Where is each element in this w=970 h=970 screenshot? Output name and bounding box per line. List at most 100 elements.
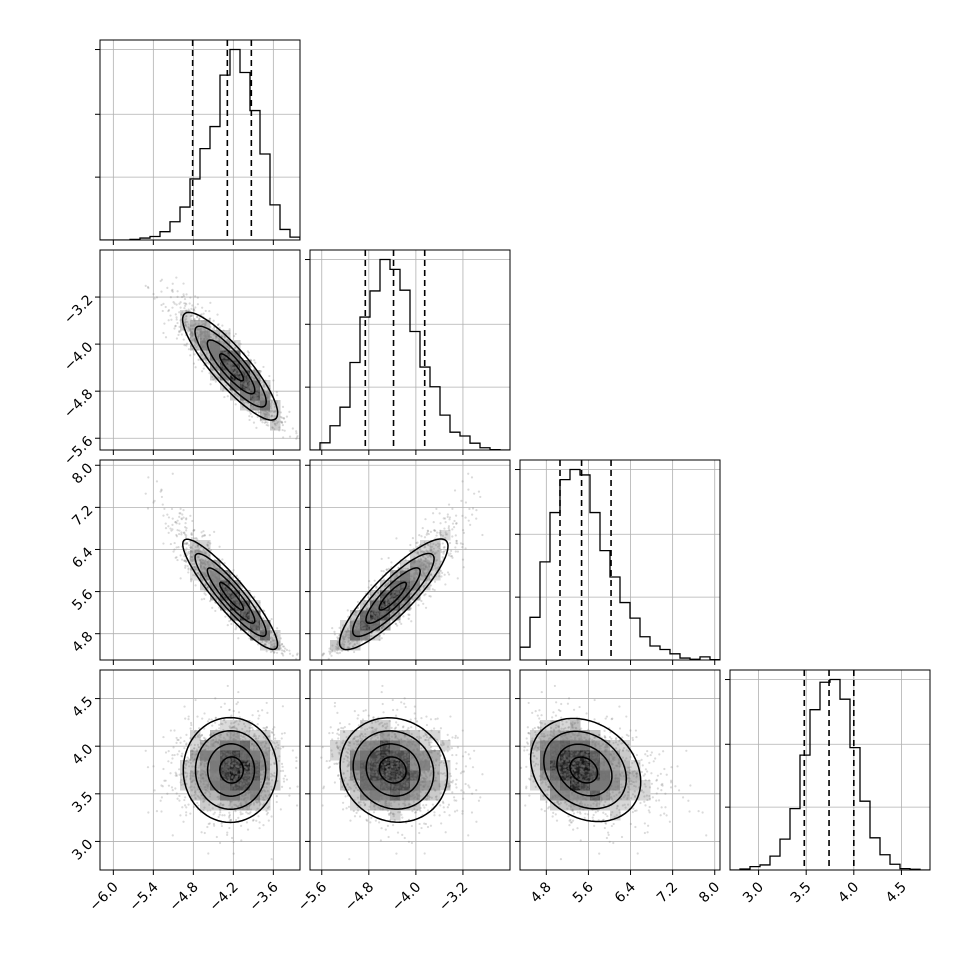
scatter-point [228, 365, 231, 369]
scatter-point [237, 380, 240, 383]
scatter-point [228, 355, 231, 358]
scatter-point [202, 337, 206, 341]
scatter-point [354, 629, 357, 632]
scatter-point [210, 348, 213, 351]
scatter-point [355, 628, 358, 631]
scatter-point [244, 609, 247, 612]
scatter-point [421, 527, 424, 530]
scatter-point [255, 387, 258, 390]
scatter-point [401, 586, 404, 589]
scatter-point [246, 378, 249, 381]
scatter-point [237, 350, 240, 353]
scatter-point [198, 562, 201, 566]
scatter-point [369, 612, 373, 616]
scatter-point [232, 569, 235, 572]
scatter-point [361, 629, 364, 632]
scatter-point [428, 548, 431, 551]
scatter-point [411, 575, 414, 578]
scatter-point [267, 636, 270, 639]
scatter-point [228, 373, 231, 376]
scatter-point [249, 617, 252, 620]
scatter-point [231, 610, 234, 613]
scatter-point [273, 642, 276, 645]
scatter-point [215, 577, 218, 580]
scatter-point [230, 362, 233, 365]
scatter-point [246, 388, 250, 391]
density-cell [210, 350, 221, 361]
scatter-point [214, 575, 217, 579]
scatter-point [268, 637, 271, 640]
scatter-point [200, 328, 203, 331]
scatter-point [266, 638, 269, 641]
scatter-point [252, 625, 255, 628]
density-cell [250, 600, 261, 611]
scatter-point [424, 564, 427, 567]
scatter-point [215, 352, 219, 355]
histogram-step [310, 258, 510, 450]
scatter-point [194, 366, 197, 369]
scatter-point [218, 326, 221, 329]
scatter-point [369, 635, 372, 638]
scatter-point [394, 608, 397, 612]
scatter-point [265, 415, 269, 419]
scatter-point [181, 311, 184, 314]
scatter-point [258, 630, 261, 633]
density-cell [390, 590, 401, 601]
scatter-point [169, 296, 172, 299]
scatter-point [282, 654, 285, 657]
scatter-point [259, 388, 262, 391]
scatter-point [234, 392, 237, 396]
scatter-point [355, 610, 359, 613]
scatter-point [244, 620, 247, 623]
scatter-point [354, 614, 357, 617]
scatter-point [404, 567, 407, 570]
scatter-point [351, 640, 354, 643]
scatter-point [205, 320, 208, 323]
scatter-point [221, 570, 224, 573]
scatter-point [398, 597, 401, 600]
scatter-point [270, 630, 273, 633]
scatter-point [402, 567, 405, 570]
scatter-point [205, 361, 208, 364]
scatter-point [242, 381, 245, 384]
scatter-point [255, 397, 258, 400]
scatter-point [360, 625, 364, 628]
scatter-point [263, 629, 266, 632]
scatter-point [273, 405, 276, 408]
scatter-point [231, 581, 234, 584]
scatter-point [240, 598, 243, 601]
scatter-point [236, 593, 239, 596]
scatter-point [260, 392, 263, 396]
scatter-point [254, 408, 257, 411]
scatter-point [446, 515, 449, 518]
scatter-point [195, 537, 198, 540]
scatter-point [392, 611, 395, 614]
scatter-point [372, 626, 375, 629]
scatter-point [423, 536, 427, 539]
scatter-point [388, 595, 392, 598]
scatter-point [379, 597, 383, 600]
scatter-point [214, 348, 217, 351]
scatter-point [247, 389, 250, 392]
scatter-point [241, 382, 244, 385]
scatter-point [244, 366, 247, 369]
scatter-point [223, 580, 226, 583]
scatter-point [387, 614, 390, 617]
scatter-point [254, 624, 257, 628]
scatter-point [431, 512, 435, 515]
scatter-point [179, 301, 182, 304]
scatter-point [253, 359, 256, 362]
scatter-point [390, 598, 393, 602]
scatter-point [248, 382, 252, 385]
scatter-point [439, 529, 442, 532]
scatter-point [412, 577, 416, 580]
scatter-point [243, 603, 247, 606]
scatter-point [222, 348, 225, 351]
scatter-point [203, 328, 206, 331]
scatter-point [200, 333, 203, 336]
scatter-point [190, 533, 193, 536]
scatter-point [373, 624, 376, 628]
scatter-point [228, 365, 231, 368]
scatter-point [250, 632, 253, 635]
scatter-point [208, 580, 211, 584]
